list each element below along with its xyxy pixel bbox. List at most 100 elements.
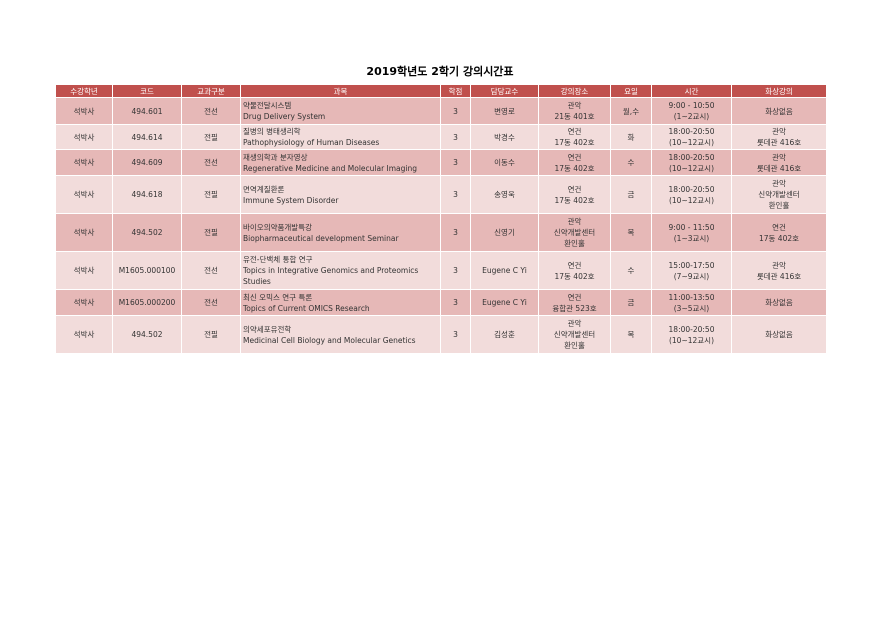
cell-subject: 최신 오믹스 연구 특론 Topics of Current OMICS Rese… (240, 289, 441, 316)
cell-place: 연건 17동 402호 (538, 124, 611, 150)
cell-type: 전필 (181, 213, 241, 252)
subject-en: Pathophysiology of Human Diseases (243, 138, 380, 147)
subject-en: Topics of Current OMICS Research (243, 303, 370, 313)
cell-subject: 의약세포유전학 Medicinal Cell Biology and Molecu… (240, 315, 441, 354)
page-title: 2019학년도 2학기 강의시간표 (366, 65, 514, 78)
header-professor: 담당교수 (470, 84, 539, 98)
header-place: 강의장소 (538, 84, 611, 98)
cell-place: 연건 17동 402호 (538, 251, 611, 290)
header-video: 화상강의 (731, 84, 827, 98)
subject-ko: 면역계질환론 (243, 184, 285, 194)
cell-type: 전선 (181, 97, 241, 125)
cell-credit: 3 (440, 124, 471, 150)
cell-type: 전선 (181, 289, 241, 316)
table-row: 석박사 494.614 전필 질병의 병태생리학 Pathophysiology of … (55, 124, 827, 150)
header-subject: 과목 (240, 84, 441, 98)
cell-type: 전선 (181, 251, 241, 290)
cell-place: 연건 17동 402호 (538, 149, 611, 176)
cell-video: 연건 17동 402호 (731, 213, 827, 252)
cell-subject: 면역계질환론 Immune System Disorder (240, 175, 441, 214)
cell-professor: 박경수 (470, 124, 539, 150)
cell-code: 494.601 (112, 97, 182, 125)
cell-credit: 3 (440, 175, 471, 214)
cell-level: 석박사 (55, 97, 113, 125)
cell-credit: 3 (440, 289, 471, 316)
subject-ko: 약물전달시스템 (243, 101, 292, 110)
header-type: 교과구분 (181, 84, 241, 98)
cell-place: 관악 21동 401호 (538, 97, 611, 125)
cell-type: 전필 (181, 124, 241, 150)
cell-code: M1605.000200 (112, 289, 182, 316)
cell-credit: 3 (440, 251, 471, 290)
subject-ko: 바이오의약품개발특강 (243, 222, 312, 232)
cell-credit: 3 (440, 213, 471, 252)
cell-professor: Eugene C Yi (470, 289, 539, 316)
cell-level: 석박사 (55, 213, 113, 252)
cell-code: 494.502 (112, 213, 182, 252)
cell-level: 석박사 (55, 315, 113, 354)
cell-video: 화상없음 (731, 289, 827, 316)
cell-time: 18:00-20:50 (10~12교시) (651, 175, 732, 214)
subject-ko: 최신 오믹스 연구 특론 (243, 292, 313, 302)
subject-en: Immune System Disorder (243, 195, 339, 205)
subject-ko: 유전-단백체 통합 연구 (243, 255, 313, 264)
cell-day: 월,수 (610, 97, 652, 125)
cell-type: 전필 (181, 175, 241, 214)
schedule-table: 수강학년 코드 교과구분 과목 학점 담당교수 강의장소 요일 시간 화상강의 석박사 494.60… (55, 84, 827, 354)
cell-day: 수 (610, 251, 652, 290)
subject-ko: 재생의학과 분자영상 (243, 152, 308, 162)
cell-professor: 변영로 (470, 97, 539, 125)
cell-video: 화상없음 (731, 97, 827, 125)
table-row: 석박사 494.601 전선 약물전달시스템 Drug Delivery System 3… (55, 97, 827, 125)
cell-credit: 3 (440, 315, 471, 354)
cell-level: 석박사 (55, 149, 113, 176)
cell-professor: 김성훈 (470, 315, 539, 354)
header-credit: 학점 (440, 84, 471, 98)
cell-day: 수 (610, 149, 652, 176)
header-level: 수강학년 (55, 84, 113, 98)
table-row: 석박사 494.502 전필 의약세포유전학 Medicinal Cell Biolog… (55, 315, 827, 354)
cell-video: 관악 롯데관 416호 (731, 149, 827, 176)
cell-code: 494.609 (112, 149, 182, 176)
subject-en: Medicinal Cell Biology and Molecular Gen… (243, 335, 416, 345)
cell-code: 494.614 (112, 124, 182, 150)
cell-time: 9:00 - 11:50 (1~3교시) (651, 213, 732, 252)
cell-professor: 송영욱 (470, 175, 539, 214)
subject-ko: 의약세포유전학 (243, 324, 292, 334)
cell-subject: 유전-단백체 통합 연구 Topics in Integrative Genom… (240, 251, 441, 290)
cell-subject: 바이오의약품개발특강 Biopharmaceutical development … (240, 213, 441, 252)
cell-time: 18:00-20:50 (10~12교시) (651, 315, 732, 354)
cell-level: 석박사 (55, 175, 113, 214)
cell-code: M1605.000100 (112, 251, 182, 290)
cell-type: 전필 (181, 315, 241, 354)
cell-time: 15:00-17:50 (7~9교시) (651, 251, 732, 290)
cell-day: 목 (610, 213, 652, 252)
cell-day: 금 (610, 175, 652, 214)
header-day: 요일 (610, 84, 652, 98)
cell-level: 석박사 (55, 124, 113, 150)
subject-en: Regenerative Medicine and Molecular Imag… (243, 163, 418, 173)
cell-place: 연건 17동 402호 (538, 175, 611, 214)
cell-time: 11:00-13:50 (3~5교시) (651, 289, 732, 316)
cell-time: 18:00-20:50 (10~12교시) (651, 149, 732, 176)
cell-time: 18:00-20:50 (10~12교시) (651, 124, 732, 150)
table-row: 석박사 494.609 전선 재생의학과 분자영상 Regenerative Medic… (55, 149, 827, 176)
cell-subject: 약물전달시스템 Drug Delivery System (240, 97, 441, 125)
header-time: 시간 (651, 84, 732, 98)
cell-day: 금 (610, 289, 652, 316)
cell-video: 관악 롯데관 416호 (731, 251, 827, 290)
cell-place: 관악 신약개발센터 환인홀 (538, 315, 611, 354)
cell-subject: 재생의학과 분자영상 Regenerative Medicine and Mole… (240, 149, 441, 176)
cell-video: 화상없음 (731, 315, 827, 354)
header-row: 수강학년 코드 교과구분 과목 학점 담당교수 강의장소 요일 시간 화상강의 (55, 84, 827, 98)
cell-video: 관악 롯데관 416호 (731, 124, 827, 150)
cell-code: 494.618 (112, 175, 182, 214)
cell-level: 석박사 (55, 251, 113, 290)
subject-en: Biopharmaceutical development Seminar (243, 233, 399, 243)
cell-credit: 3 (440, 149, 471, 176)
cell-code: 494.502 (112, 315, 182, 354)
subject-en: Topics in Integrative Genomics and Prote… (243, 266, 419, 286)
cell-day: 화 (610, 124, 652, 150)
table-row: 석박사 494.618 전필 면역계질환론 Immune System Disorde… (55, 175, 827, 214)
cell-level: 석박사 (55, 289, 113, 316)
